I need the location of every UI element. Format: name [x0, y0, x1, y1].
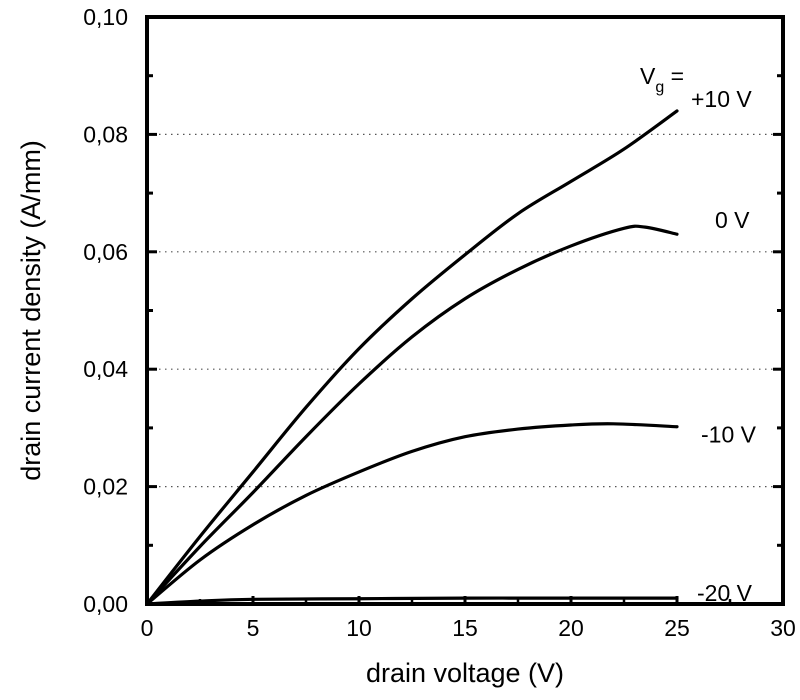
y-tick-label: 0,02 [83, 474, 128, 500]
x-tick-label: 15 [452, 615, 478, 641]
series-label: +10 V [691, 86, 752, 112]
series-label: -10 V [701, 422, 757, 448]
series-curve-2 [145, 224, 679, 606]
x-tick-label: 10 [346, 615, 372, 641]
legend-title-main: V [640, 63, 656, 89]
series-curve-3 [145, 422, 679, 606]
x-tick-label: 20 [558, 615, 584, 641]
y-axis-title: drain current density (A/mm) [16, 140, 46, 481]
curves [145, 109, 679, 606]
ticks [145, 15, 785, 606]
legend-title-sub: g [655, 79, 664, 96]
y-tick-label: 0,00 [83, 591, 128, 617]
x-tick-label: 30 [770, 615, 796, 641]
series-curve-1 [145, 109, 679, 606]
series-label: 0 V [715, 207, 750, 233]
legend-title: Vg = [640, 63, 684, 96]
y-tick-label: 0,10 [83, 4, 128, 30]
y-tick-label: 0,06 [83, 239, 128, 265]
plot-frame [145, 15, 785, 606]
x-tick-label: 5 [247, 615, 260, 641]
y-tick-label: 0,04 [83, 356, 128, 382]
grid-lines [147, 133, 783, 488]
x-tick-label: 0 [141, 615, 154, 641]
x-axis-title: drain voltage (V) [366, 658, 564, 688]
y-tick-label: 0,08 [83, 121, 128, 147]
legend-title-suffix: = [664, 63, 684, 89]
tick-labels: 0 5 10 15 20 25 30 0,00 0,02 0,04 0,06 0,08 0,10 [83, 4, 796, 641]
series-labels: +10 V 0 V -10 V -20 V [691, 86, 757, 606]
x-tick-label: 25 [664, 615, 690, 641]
series-label: -20 V [697, 580, 753, 606]
